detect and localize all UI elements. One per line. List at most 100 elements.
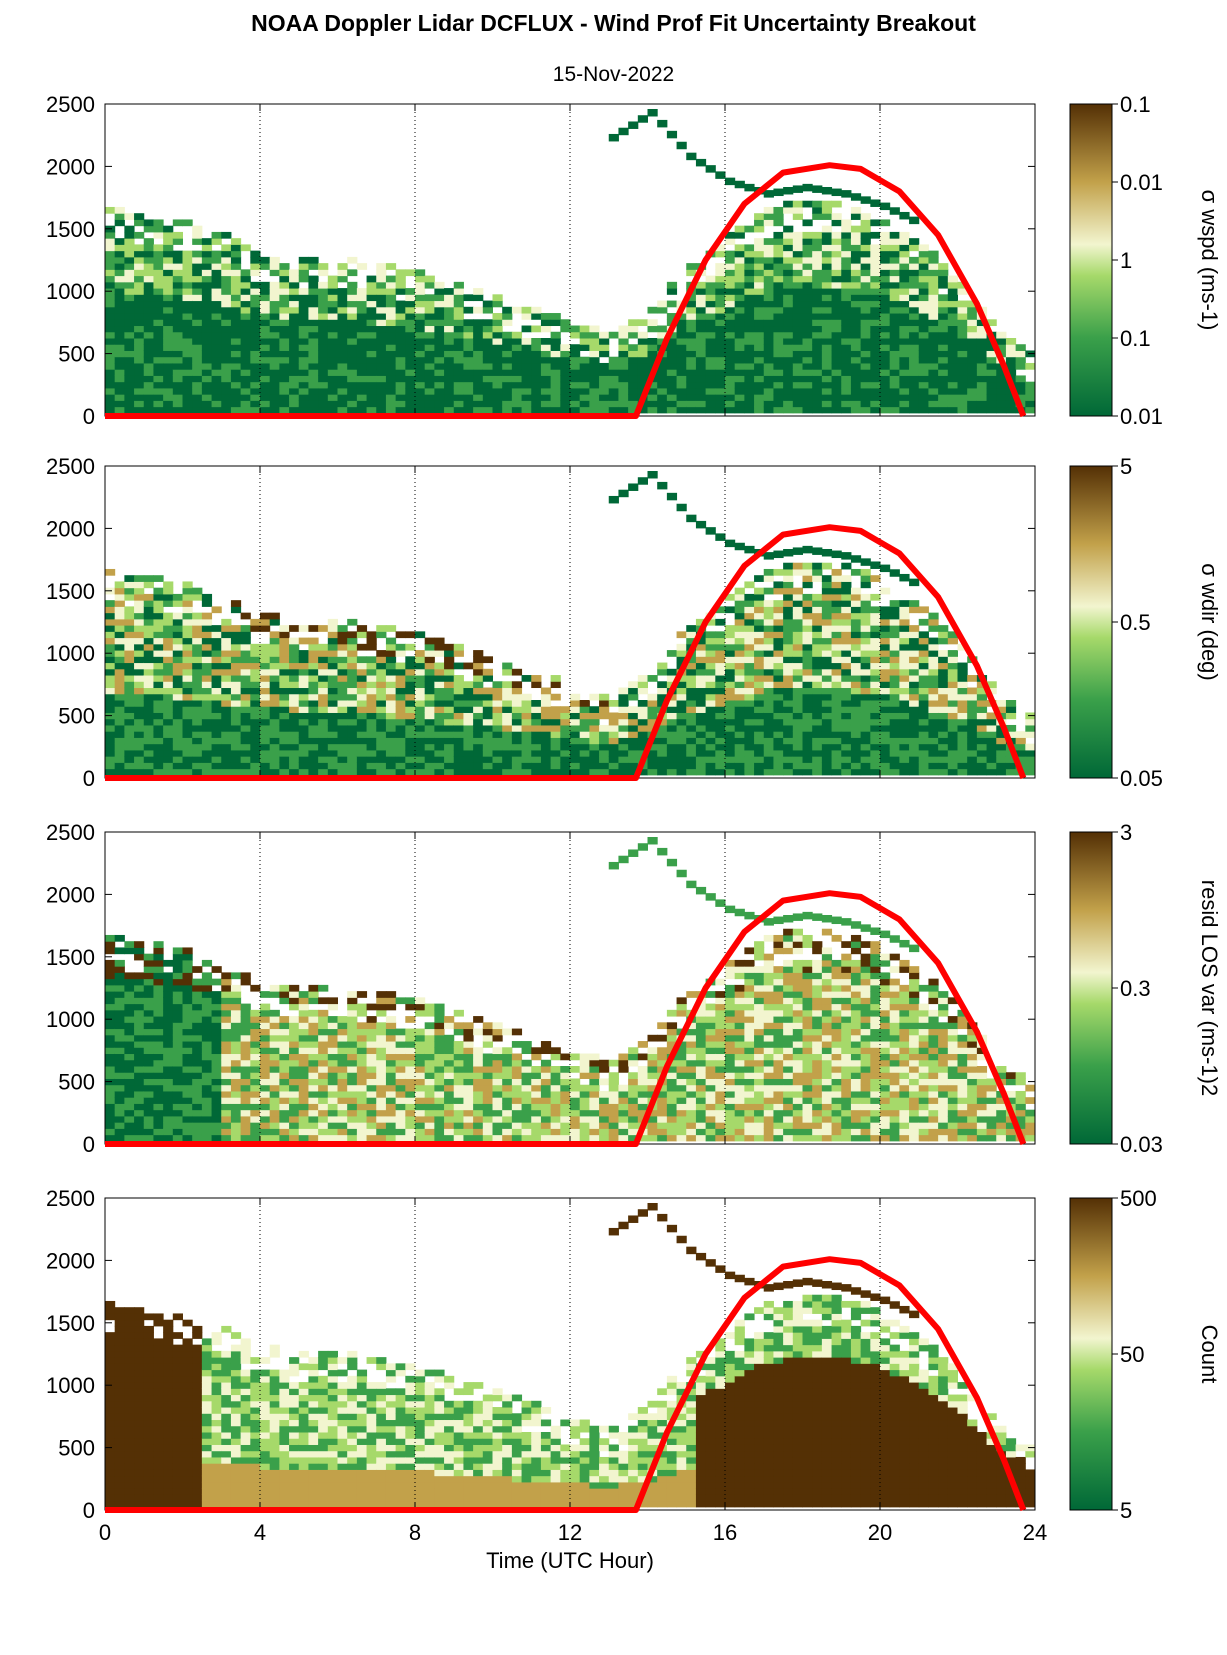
heatmap-cell (124, 631, 135, 639)
heatmap-cell (201, 762, 213, 770)
heatmap-cell (347, 637, 358, 645)
heatmap-cell (172, 1003, 183, 1011)
heatmap-cell (473, 656, 484, 664)
heatmap-cell (841, 762, 852, 770)
heatmap-cell (473, 668, 484, 676)
heatmap-cell (444, 656, 455, 664)
heatmap-cell (269, 718, 280, 726)
heatmap-cell (182, 275, 193, 283)
heatmap-cell (415, 706, 426, 713)
heatmap-cell (880, 564, 891, 573)
heatmap-cell (182, 256, 193, 264)
heatmap-cell (385, 362, 397, 370)
heatmap-cell (967, 675, 978, 682)
heatmap-cell (308, 656, 319, 664)
heatmap-cell (347, 700, 358, 707)
heatmap-cell (608, 375, 619, 383)
heatmap-cell (570, 756, 581, 763)
heatmap-cell (783, 675, 794, 682)
heatmap-cell (308, 706, 319, 713)
heatmap-cell (909, 743, 920, 751)
heatmap-cell (860, 375, 871, 383)
heatmap-cell (260, 762, 271, 770)
heatmap-cell (153, 681, 164, 689)
heatmap-cell (434, 331, 445, 339)
heatmap-cell (250, 724, 261, 732)
heatmap-cell (240, 1022, 251, 1030)
heatmap-cell (850, 650, 862, 657)
heatmap-cell (889, 618, 900, 626)
heatmap-cell (754, 356, 765, 364)
heatmap-cell (540, 325, 552, 333)
heatmap-cell (763, 668, 774, 676)
heatmap-cell (230, 972, 242, 980)
heatmap-cell (153, 306, 164, 314)
heatmap-cell (114, 762, 125, 770)
heatmap-cell (967, 381, 978, 389)
heatmap-cell (134, 984, 145, 992)
colorbar: 50.50.05σ wdir (deg) (1069, 454, 1222, 791)
heatmap-cell (201, 675, 213, 682)
heatmap-cell (938, 375, 949, 383)
heatmap-cell (356, 313, 368, 320)
heatmap-cell (143, 1066, 154, 1073)
heatmap-cell (947, 637, 958, 645)
heatmap-cell (337, 737, 348, 745)
heatmap-cell (909, 275, 920, 283)
heatmap-cell (860, 213, 871, 220)
heatmap-cell (201, 325, 213, 333)
chart-date: 15-Nov-2022 (552, 63, 675, 86)
heatmap-cell (260, 263, 271, 270)
heatmap-cell (192, 238, 203, 245)
heatmap-cell (473, 687, 484, 695)
heatmap-cell (666, 281, 678, 289)
heatmap-cell (1015, 731, 1026, 738)
heatmap-cell (938, 387, 949, 395)
heatmap-cell (105, 991, 116, 998)
heatmap-cell (240, 737, 251, 745)
heatmap-cell (511, 362, 523, 370)
heatmap-cell (211, 1097, 222, 1104)
heatmap-cell (831, 762, 842, 770)
heatmap-cell (415, 294, 426, 302)
heatmap-cell (327, 706, 338, 713)
heatmap-cell (473, 718, 484, 726)
heatmap-cell (783, 737, 794, 745)
heatmap-cell (201, 1090, 213, 1098)
heatmap-cell (163, 306, 174, 314)
heatmap-cell (211, 1016, 222, 1023)
heatmap-cell (860, 762, 871, 770)
heatmap-cell (463, 693, 474, 701)
heatmap-cell (385, 294, 397, 302)
heatmap-cell (318, 625, 329, 632)
heatmap-cell (172, 972, 183, 980)
heatmap-cell (957, 700, 968, 707)
heatmap-cell (734, 331, 745, 339)
heatmap-cell (143, 256, 154, 264)
heatmap-cell (134, 344, 145, 351)
heatmap-cell (395, 313, 406, 320)
heatmap-cell (385, 406, 397, 414)
heatmap-cell (947, 338, 958, 345)
heatmap-cell (143, 687, 154, 695)
heatmap-cell (860, 344, 871, 351)
heatmap-cell (289, 338, 300, 345)
heatmap-cell (850, 394, 862, 401)
heatmap-cell (395, 344, 406, 351)
heatmap-cell (114, 400, 125, 408)
heatmap-cell (134, 313, 145, 320)
heatmap-cell (134, 606, 145, 614)
heatmap-cell (715, 344, 726, 351)
heatmap-cell (289, 712, 300, 720)
heatmap-cell (482, 737, 493, 745)
heatmap-cell (792, 668, 803, 676)
heatmap-cell (356, 375, 368, 383)
heatmap-cell (715, 700, 726, 707)
heatmap-cell (783, 238, 794, 245)
heatmap-cell (909, 256, 920, 264)
heatmap-cell (347, 362, 358, 370)
heatmap-cell (134, 618, 145, 626)
heatmap-cell (880, 712, 891, 720)
heatmap-cell (850, 724, 862, 732)
heatmap-cell (792, 643, 803, 651)
